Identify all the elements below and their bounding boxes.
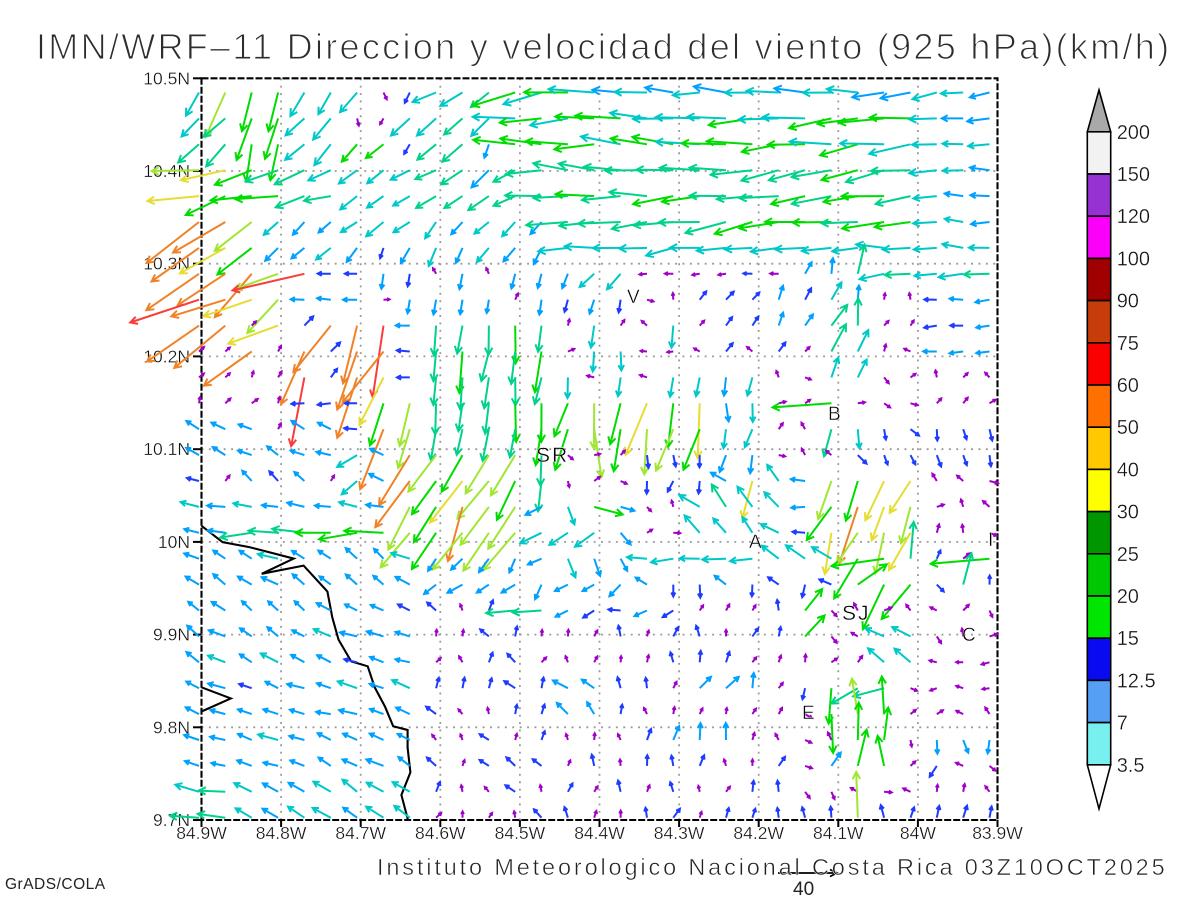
svg-text:C: C (962, 625, 978, 646)
svg-text:E: E (802, 703, 817, 724)
svg-text:9.9N: 9.9N (153, 625, 190, 645)
svg-text:150: 150 (1117, 164, 1150, 186)
svg-text:84.9W: 84.9W (176, 823, 227, 843)
svg-text:120: 120 (1117, 206, 1150, 228)
svg-text:40: 40 (1117, 459, 1139, 481)
svg-text:25: 25 (1117, 544, 1139, 566)
svg-text:SJ: SJ (842, 602, 871, 625)
svg-text:10.1N: 10.1N (143, 439, 190, 459)
svg-text:12.5: 12.5 (1117, 670, 1156, 692)
svg-text:100: 100 (1117, 248, 1150, 270)
svg-text:50: 50 (1117, 417, 1139, 439)
svg-text:84.8W: 84.8W (256, 823, 307, 843)
svg-text:200: 200 (1117, 122, 1150, 144)
svg-text:SR: SR (536, 444, 569, 467)
svg-text:10.5N: 10.5N (143, 68, 190, 88)
svg-text:15: 15 (1117, 628, 1139, 650)
svg-text:7: 7 (1117, 713, 1128, 735)
svg-text:83.9W: 83.9W (972, 823, 1023, 843)
svg-text:60: 60 (1117, 375, 1139, 397)
svg-text:10N: 10N (158, 532, 190, 552)
svg-text:3.5: 3.5 (1117, 755, 1145, 777)
svg-text:84W: 84W (900, 823, 936, 843)
svg-text:75: 75 (1117, 333, 1139, 355)
svg-text:84.1W: 84.1W (813, 823, 864, 843)
svg-text:84.7W: 84.7W (335, 823, 386, 843)
svg-text:V: V (627, 287, 642, 308)
svg-text:84.2W: 84.2W (733, 823, 784, 843)
svg-text:I: I (988, 530, 995, 551)
svg-text:84.6W: 84.6W (415, 823, 466, 843)
svg-text:9.8N: 9.8N (153, 717, 190, 737)
svg-text:20: 20 (1117, 586, 1139, 608)
svg-text:84.4W: 84.4W (574, 823, 625, 843)
svg-text:A: A (749, 532, 764, 553)
svg-text:30: 30 (1117, 502, 1139, 524)
svg-text:84.5W: 84.5W (495, 823, 546, 843)
svg-text:B: B (828, 404, 843, 425)
svg-text:9.7N: 9.7N (153, 810, 190, 830)
svg-text:84.3W: 84.3W (654, 823, 705, 843)
svg-text:90: 90 (1117, 291, 1139, 313)
svg-text:10.3N: 10.3N (143, 254, 190, 274)
